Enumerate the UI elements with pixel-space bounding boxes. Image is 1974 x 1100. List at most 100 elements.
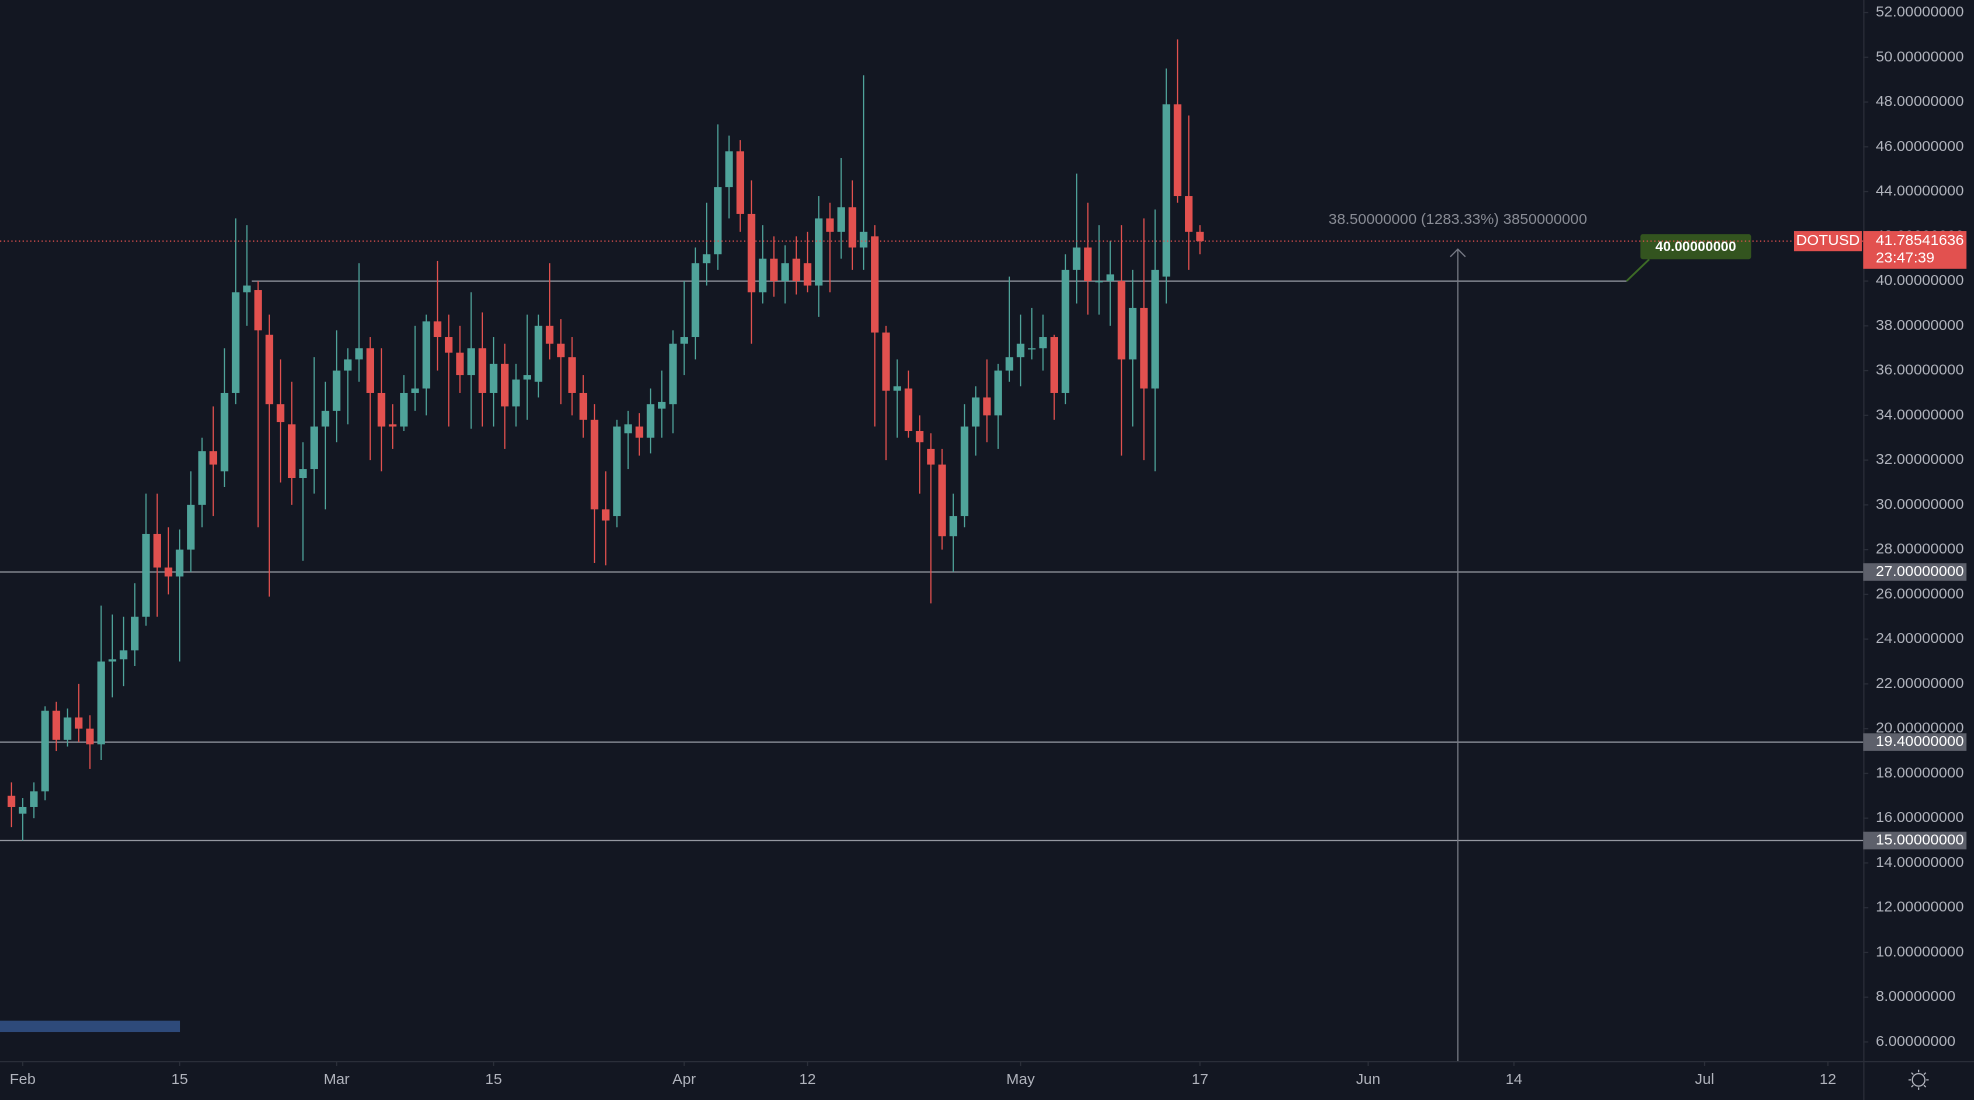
candle-body <box>893 386 902 391</box>
x-tick-label: Feb <box>10 1071 36 1088</box>
symbol-label-box <box>1793 231 1862 252</box>
scroll-bar[interactable] <box>0 1020 181 1033</box>
level-label: 19.40000000 <box>1876 733 1964 750</box>
candle-body <box>1084 247 1092 282</box>
candle-body <box>691 263 700 338</box>
candle-body <box>52 710 61 740</box>
candle-body <box>1095 281 1103 283</box>
candle-body <box>366 348 375 393</box>
candle-body <box>310 426 318 470</box>
candle-body <box>1128 307 1137 360</box>
candle-body <box>276 404 285 423</box>
candle-body <box>882 332 890 391</box>
y-tick-label: 10.00000000 <box>1876 943 1964 960</box>
candle-body <box>377 392 386 427</box>
measure-label: 38.50000000 (1283.33%) 3850000000 <box>1329 211 1588 228</box>
candle-body <box>624 424 632 434</box>
candle-body <box>489 363 498 393</box>
candle-body <box>657 401 666 409</box>
x-tick-label: Jun <box>1356 1071 1380 1088</box>
candle-body <box>545 325 554 344</box>
candle-body <box>422 321 431 389</box>
countdown-label: 23:47:39 <box>1876 250 1935 267</box>
candle-body <box>960 426 969 517</box>
candle-body <box>30 791 38 807</box>
candle-body <box>758 258 767 293</box>
candle-body <box>332 370 341 411</box>
measure-arrow <box>1449 248 1466 258</box>
candle-body <box>344 359 352 371</box>
x-tick-label: Jul <box>1695 1071 1714 1088</box>
candle-body <box>231 292 240 393</box>
candle-body <box>1173 104 1182 197</box>
candle-body <box>41 710 49 792</box>
candle-body <box>1106 274 1115 282</box>
y-tick-label: 26.00000000 <box>1876 585 1964 602</box>
candle-body <box>669 343 677 405</box>
level-label: 27.00000000 <box>1876 563 1964 580</box>
settings-icon[interactable] <box>1908 1069 1929 1090</box>
y-tick-label: 40.00000000 <box>1876 272 1964 289</box>
candle-body <box>456 352 464 376</box>
target-label-box <box>1640 234 1752 260</box>
y-tick-label: 32.00000000 <box>1876 451 1964 468</box>
candle-body <box>927 448 935 465</box>
y-tick-label: 36.00000000 <box>1876 362 1964 379</box>
candle-body <box>1184 196 1193 232</box>
y-tick-label: 6.00000000 <box>1876 1033 1956 1050</box>
level-label: 15.00000000 <box>1876 832 1964 849</box>
candle-body <box>736 151 745 214</box>
last-price-label: 41.78541636 <box>1876 232 1964 249</box>
candle-body <box>747 213 756 293</box>
candle-body <box>1140 307 1148 389</box>
candle-body <box>938 464 946 537</box>
y-tick-label: 20.00000000 <box>1876 720 1964 737</box>
candle-body <box>994 370 1002 416</box>
candle-body <box>1151 269 1159 389</box>
candle-body <box>7 795 16 807</box>
symbol-label: DOTUSD <box>1796 232 1860 249</box>
candle-body <box>971 397 980 427</box>
target-connector <box>1625 258 1650 282</box>
x-tick-label: 17 <box>1192 1071 1209 1088</box>
x-tick-label: Mar <box>324 1071 350 1088</box>
candle-body <box>725 151 733 188</box>
candle-body <box>781 263 789 282</box>
candle-body <box>243 285 251 293</box>
candle-body <box>444 337 453 353</box>
candle-body <box>904 388 913 432</box>
candle-body <box>792 258 801 282</box>
candle-body <box>299 469 307 479</box>
candle-body <box>1162 104 1171 277</box>
candle-body <box>164 567 173 577</box>
candle-body <box>433 321 442 338</box>
candle-body <box>220 392 229 472</box>
x-tick-label: 12 <box>1819 1071 1836 1088</box>
candle-body <box>983 397 991 416</box>
gear <box>1911 1072 1926 1087</box>
y-tick-label: 18.00000000 <box>1876 764 1964 781</box>
y-tick-label: 48.00000000 <box>1876 93 1964 110</box>
candle-body <box>803 263 812 286</box>
level-label-box <box>1863 831 1967 850</box>
candle-body <box>949 516 958 537</box>
candle-body <box>512 379 520 407</box>
x-tick-label: Apr <box>672 1071 696 1088</box>
y-tick-label: 44.00000000 <box>1876 183 1964 200</box>
candle-body <box>198 451 206 505</box>
candle-body <box>1050 337 1058 393</box>
candle-body <box>63 717 72 740</box>
candle-body <box>714 187 722 255</box>
x-tick-label: 14 <box>1506 1071 1523 1088</box>
candle-body <box>388 424 397 427</box>
candle-body <box>646 404 655 438</box>
candle-body <box>1039 337 1047 349</box>
candle-body <box>601 509 610 521</box>
y-tick-label: 34.00000000 <box>1876 406 1964 423</box>
candle-body <box>400 392 408 427</box>
candle-body <box>287 424 296 479</box>
candle-body <box>108 659 117 662</box>
candle-body <box>153 533 161 568</box>
